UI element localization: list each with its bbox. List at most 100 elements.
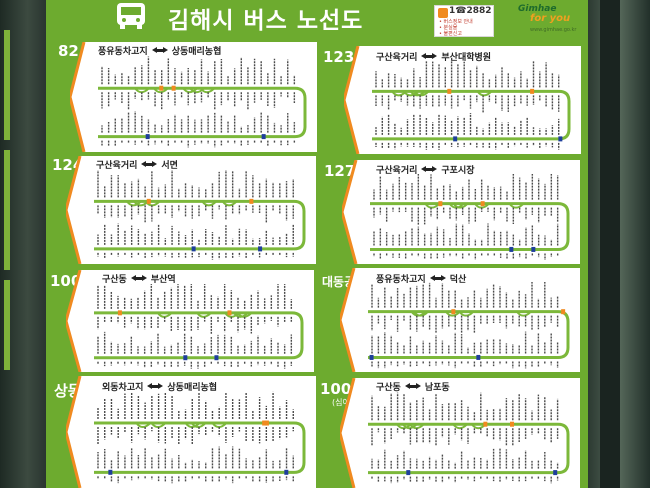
- route-map-board: 김해시 버스 노선도 1☎2882 • 버스정보 안내 • 분실물 • 불편신고…: [46, 0, 588, 488]
- route-origin: 풍유동차고지: [98, 47, 148, 57]
- route-destination: 부산대학병원: [441, 53, 492, 63]
- route-detour: [201, 200, 217, 207]
- route-detour: [182, 87, 198, 94]
- panel-background: [344, 46, 581, 154]
- route-diagram: [66, 156, 316, 264]
- frame-strip: [4, 150, 10, 270]
- transfer-stop-marker: [258, 246, 263, 252]
- panel-background: [340, 378, 580, 488]
- transfer-stop-marker: [145, 134, 150, 140]
- route-detour: [476, 90, 493, 97]
- route-detour: [452, 423, 468, 430]
- panel-arrow-edge: [340, 268, 356, 372]
- route-detour: [221, 200, 238, 207]
- route-endpoints: 구산육거리 서면: [96, 158, 178, 171]
- transfer-stop-marker: [447, 88, 452, 94]
- transfer-stop-marker: [191, 246, 196, 252]
- route-origin: 구산동: [102, 275, 127, 285]
- route-diagram: [66, 376, 316, 488]
- route-origin: 외동차고지: [102, 383, 144, 393]
- route-panel: [70, 42, 317, 152]
- route-origin: 구산동: [376, 383, 401, 393]
- panel-background: [66, 156, 316, 264]
- route-endpoints: 구산동 부산역: [102, 272, 176, 285]
- transfer-stop-marker: [561, 309, 566, 315]
- panel-background: [66, 376, 316, 488]
- route-diagram: [342, 160, 580, 264]
- route-panel: [66, 376, 316, 488]
- transfer-stop-marker: [183, 355, 188, 361]
- transfer-stop-marker: [262, 420, 267, 426]
- route-line: [370, 202, 570, 251]
- route-panel: [340, 378, 580, 488]
- route-detour: [474, 202, 490, 209]
- route-diagram: [70, 42, 317, 152]
- route-number: 123: [323, 48, 355, 66]
- route-number: 82: [58, 42, 79, 60]
- route-detour: [153, 87, 169, 94]
- transfer-stop-marker: [558, 136, 563, 142]
- route-origin: 구산육거리: [376, 53, 418, 63]
- route-number: 127: [324, 162, 356, 180]
- route-origin: 풍유동차고지: [376, 275, 426, 285]
- route-detour: [409, 90, 426, 97]
- route-detour: [413, 310, 429, 317]
- route-origin: 구산육거리: [96, 161, 138, 171]
- transfer-stop-marker: [108, 469, 113, 475]
- route-line: [372, 89, 571, 141]
- route-endpoints: 풍유동차고지 상동매리농협: [98, 44, 221, 57]
- transfer-stop-marker: [227, 310, 232, 316]
- panel-background: [70, 42, 317, 152]
- route-detour: [445, 310, 461, 317]
- route-detour: [452, 202, 469, 209]
- route-destination: 서면: [161, 161, 178, 171]
- route-panel: [340, 268, 580, 372]
- route-detour: [458, 310, 475, 317]
- panel-background: [340, 268, 580, 372]
- transfer-stop-marker: [369, 354, 374, 360]
- display-case-frame-left: [0, 0, 46, 488]
- route-endpoints: 구산육거리 구포시장: [376, 163, 475, 176]
- route-detour: [126, 200, 142, 207]
- frame-strip: [4, 30, 10, 140]
- bus-icon: [117, 3, 145, 29]
- transfer-stop-marker: [438, 201, 443, 207]
- transfer-stop-marker: [264, 420, 269, 426]
- transfer-stop-marker: [453, 136, 458, 142]
- route-diagram: [344, 46, 581, 154]
- panel-arrow-edge: [66, 270, 82, 372]
- two-way-arrow-icon: [141, 161, 158, 168]
- two-way-arrow-icon: [130, 275, 147, 282]
- route-detour: [401, 423, 418, 430]
- route-origin: 구산육거리: [376, 166, 418, 176]
- route-line: [94, 199, 306, 251]
- two-way-arrow-icon: [147, 383, 164, 390]
- route-line: [94, 421, 306, 474]
- route-detour: [199, 87, 216, 94]
- route-destination: 상동매리농협: [171, 47, 222, 57]
- transfer-stop-marker: [476, 354, 481, 360]
- route-subtitle: (심야): [332, 398, 353, 407]
- transfer-stop-marker: [483, 421, 488, 427]
- two-way-arrow-icon: [421, 53, 438, 60]
- route-diagram: [340, 378, 580, 488]
- route-endpoints: 구산동 남포동: [376, 380, 450, 393]
- route-diagram: [66, 270, 314, 372]
- transfer-stop-marker: [406, 470, 411, 476]
- transfer-stop-marker: [509, 246, 514, 252]
- route-panel: [66, 156, 316, 264]
- route-detour: [233, 312, 249, 318]
- transfer-stop-marker: [171, 85, 176, 91]
- route-detour: [134, 87, 150, 94]
- route-detour: [190, 422, 207, 429]
- transfer-stop-marker: [249, 198, 254, 204]
- panel-arrow-edge: [344, 46, 360, 154]
- transfer-stop-marker: [480, 201, 485, 207]
- route-panel: [66, 270, 314, 372]
- board-title: 김해시 버스 노선도: [168, 8, 364, 34]
- info-box: 1☎2882 • 버스정보 안내 • 분실물 • 불편신고: [434, 5, 494, 37]
- two-way-arrow-icon: [151, 47, 168, 54]
- route-destination: 부산역: [150, 275, 176, 285]
- route-panel: [342, 160, 580, 264]
- route-destination: 덕산: [449, 275, 467, 285]
